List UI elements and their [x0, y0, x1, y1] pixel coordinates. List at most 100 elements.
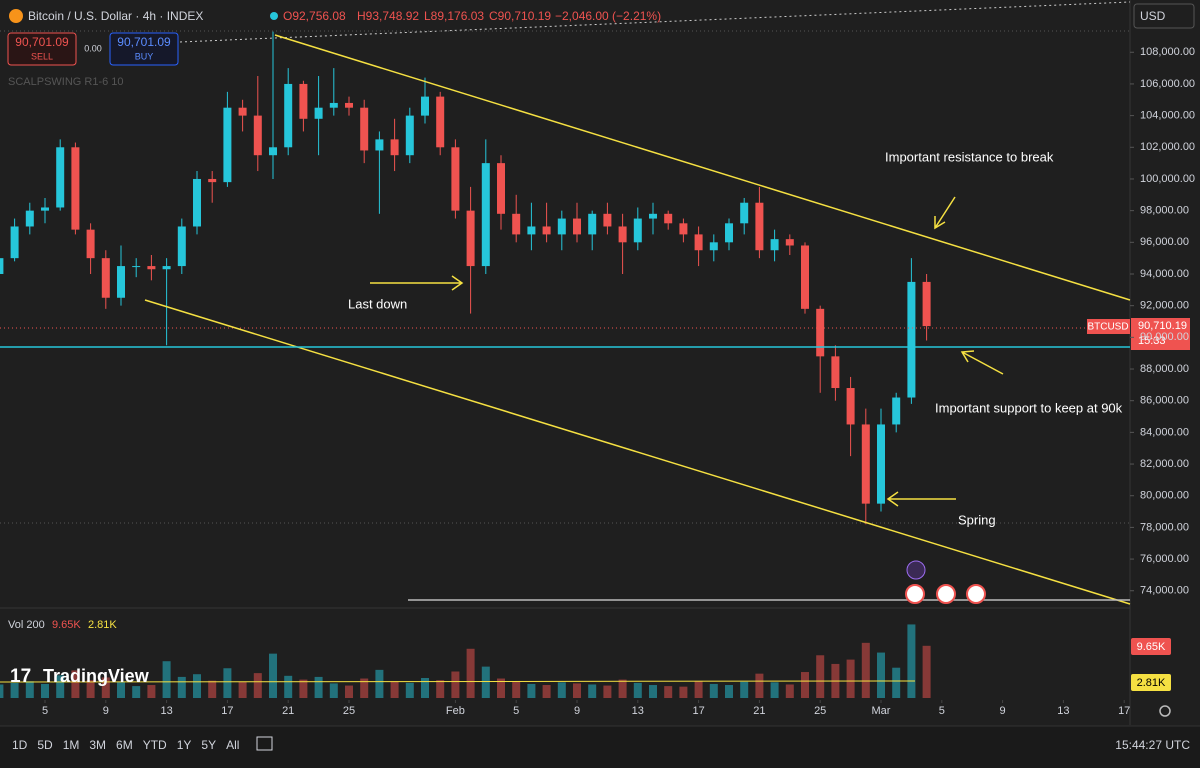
x-tick-label: 25	[814, 705, 826, 717]
logo[interactable]: TradingView	[43, 666, 150, 686]
volume-bar	[892, 667, 901, 698]
badge-countdown: 15:33	[1138, 335, 1166, 347]
volume-bar	[162, 661, 171, 698]
volume-badge	[1131, 638, 1171, 655]
symbol-title[interactable]: Bitcoin / U.S. Dollar · 4h · INDEX	[28, 9, 203, 23]
timeframe-button[interactable]: 5Y	[201, 738, 216, 752]
buy-label: BUY	[135, 51, 154, 61]
annotation: Important resistance to break	[885, 149, 1054, 164]
timeframe-button[interactable]: 1Y	[177, 738, 192, 752]
y-tick-label: 88,000.00	[1140, 363, 1189, 375]
candle-body	[208, 178, 217, 183]
ohlc-low: L89,176.03	[424, 9, 484, 23]
candle-body	[770, 239, 779, 251]
candle-body	[877, 424, 885, 504]
volume-bar	[466, 648, 475, 698]
candle-body	[132, 266, 141, 268]
arrow	[886, 491, 956, 507]
x-tick-label: 9	[103, 705, 109, 717]
candle-body	[755, 202, 764, 251]
y-tick-label: 78,000.00	[1140, 521, 1189, 533]
x-tick-label: 21	[282, 705, 294, 717]
candle-body	[284, 83, 293, 148]
volume-bar	[861, 642, 870, 698]
volume-label: Vol 200	[8, 619, 45, 631]
timeframe-button[interactable]: All	[226, 738, 239, 752]
volume-bar	[740, 681, 749, 698]
volume-bar	[299, 679, 308, 698]
volume-bar	[557, 682, 566, 698]
ohlc-high: H93,748.92	[357, 9, 419, 23]
date-range-icon[interactable]	[256, 736, 273, 751]
x-tick-label: Feb	[446, 705, 465, 717]
y-tick-label: 100,000.00	[1140, 173, 1195, 185]
candle-body	[679, 223, 688, 235]
y-tick-label: 74,000.00	[1140, 585, 1189, 597]
volume-bar	[633, 682, 642, 698]
event-icon[interactable]	[966, 584, 986, 604]
currency-button[interactable]	[1133, 3, 1195, 29]
event-icon[interactable]	[936, 584, 956, 604]
candle-body	[375, 139, 384, 151]
volume-value: 9.65K	[52, 619, 81, 631]
y-tick-label: 108,000.00	[1140, 46, 1195, 58]
candle-body	[846, 388, 855, 425]
candle-body	[71, 147, 80, 230]
ohlc-close: C90,710.19	[489, 9, 551, 23]
volume-bar	[497, 678, 505, 698]
candle-body	[542, 226, 551, 235]
volume-bar	[755, 673, 764, 698]
dotted-high-line	[179, 1, 1131, 43]
timeframe-button[interactable]: 5D	[37, 738, 53, 752]
volume-bar	[360, 678, 369, 698]
candle-body	[725, 223, 733, 243]
candle-body	[177, 226, 186, 267]
timeframe-button[interactable]: YTD	[143, 738, 167, 752]
timeframe-button[interactable]: 1D	[12, 738, 28, 752]
candle-body	[512, 213, 521, 235]
volume-bar	[846, 659, 855, 698]
candle-body	[451, 147, 460, 211]
volume-bar	[390, 681, 399, 698]
x-tick-label: 17	[221, 705, 233, 717]
volume-bar	[329, 683, 338, 698]
buy-button[interactable]	[109, 32, 179, 66]
y-tick-label: 82,000.00	[1140, 458, 1189, 470]
event-icon[interactable]	[905, 584, 925, 604]
settings-icon[interactable]	[1159, 705, 1171, 717]
volume-ma-badge-text: 2.81K	[1137, 677, 1166, 689]
timeframe-button[interactable]: 6M	[116, 738, 133, 752]
indicator-label[interactable]: SCALPSWING R1-6 10	[8, 76, 124, 88]
candle-body	[345, 102, 353, 108]
timeframe-button[interactable]: 1M	[63, 738, 80, 752]
y-tick-label: 80,000.00	[1140, 490, 1189, 502]
volume-bar	[405, 682, 414, 698]
volume-bar	[679, 686, 688, 698]
x-tick-label: Mar	[872, 705, 891, 717]
candle-body	[86, 229, 95, 259]
price-badge	[1131, 318, 1190, 350]
timeframe-button[interactable]: 3M	[89, 738, 106, 752]
volume-bar	[208, 680, 217, 698]
candle-body	[466, 210, 475, 267]
candle-body	[253, 115, 262, 156]
x-tick-label: 17	[1118, 705, 1130, 717]
x-tick-label: 25	[343, 705, 355, 717]
volume-bar	[314, 676, 323, 698]
candle-body	[664, 213, 673, 224]
volume-ma-badge	[1131, 674, 1171, 691]
candle-body	[162, 266, 171, 270]
volume-bar	[542, 685, 551, 698]
event-icon[interactable]	[906, 560, 926, 580]
candle-body	[223, 107, 232, 183]
sell-button[interactable]	[7, 32, 77, 66]
volume-bar	[284, 675, 293, 698]
volume-bar	[770, 682, 779, 698]
volume-bar	[71, 670, 80, 698]
volume-bar	[618, 679, 627, 698]
badge-price: 90,710.19	[1138, 320, 1187, 332]
volume-bar	[709, 683, 718, 698]
